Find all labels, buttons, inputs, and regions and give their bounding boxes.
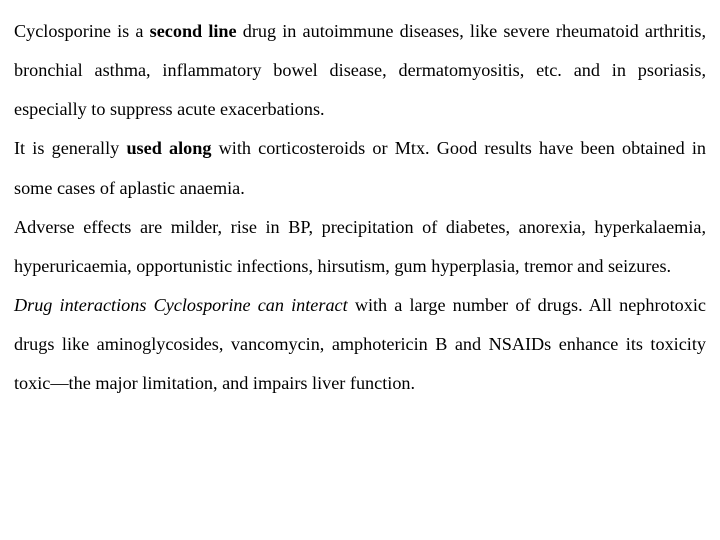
- text-run: Drug interactions Cyclosporine can inter…: [14, 295, 348, 315]
- paragraph: Cyclosporine is a second line drug in au…: [14, 12, 706, 129]
- paragraph: It is generally used along with corticos…: [14, 129, 706, 207]
- paragraph: Drug interactions Cyclosporine can inter…: [14, 286, 706, 403]
- paragraph: Adverse effects are milder, rise in BP, …: [14, 208, 706, 286]
- text-run: Cyclosporine is a: [14, 21, 150, 41]
- document-body: Cyclosporine is a second line drug in au…: [14, 12, 706, 403]
- text-run: used along: [126, 138, 211, 158]
- text-run: Adverse effects are milder, rise in BP, …: [14, 217, 706, 276]
- text-run: It is generally: [14, 138, 126, 158]
- text-run: second line: [150, 21, 237, 41]
